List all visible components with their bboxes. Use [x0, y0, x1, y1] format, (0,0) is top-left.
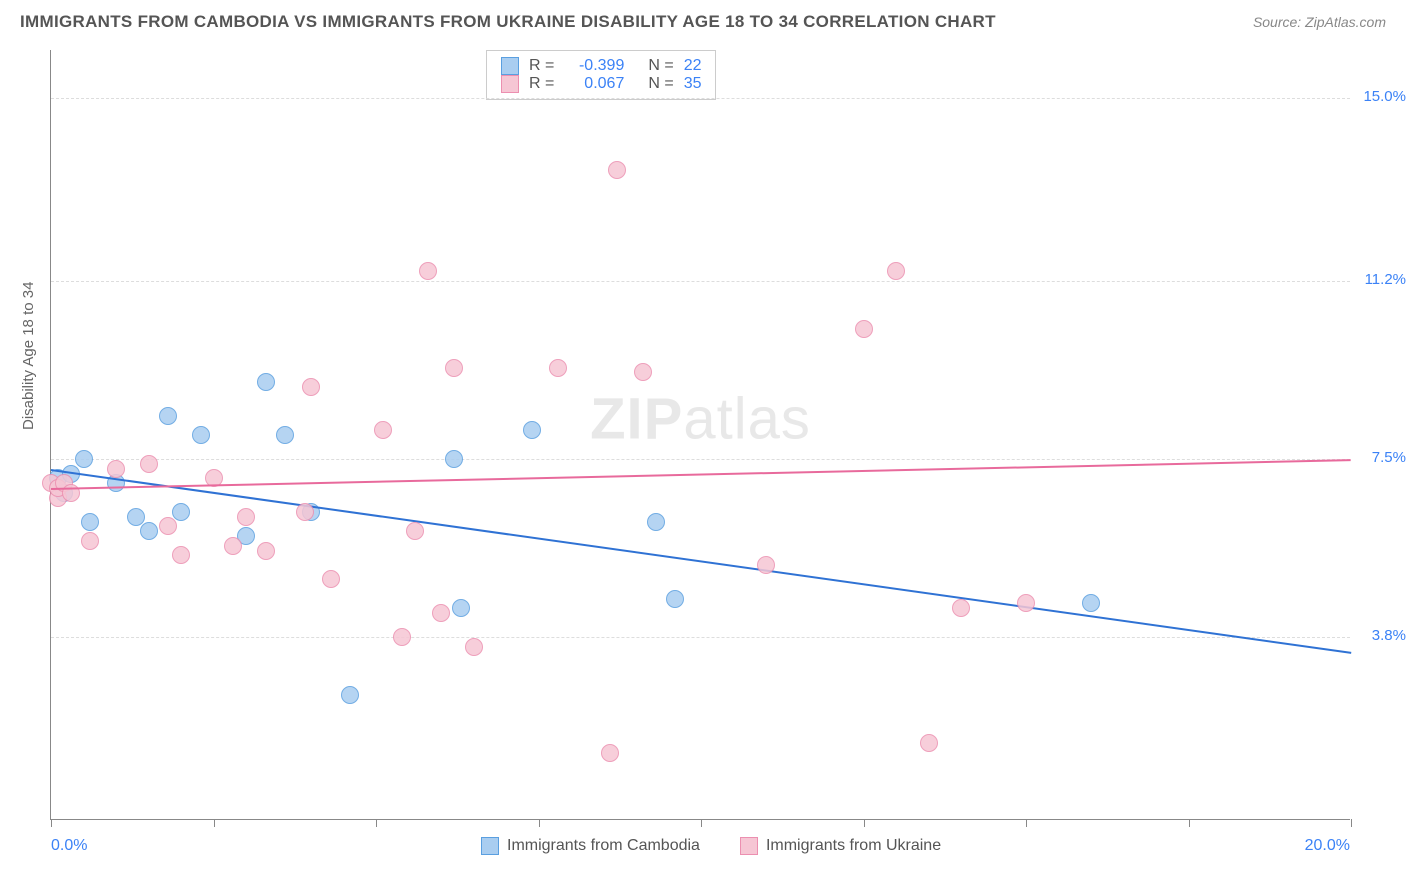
correlation-legend: R = -0.399 N = 22 R = 0.067 N = 35 [486, 50, 716, 100]
x-tick [214, 819, 215, 827]
data-point [75, 450, 93, 468]
gridline [51, 637, 1350, 638]
x-tick [701, 819, 702, 827]
data-point [322, 570, 340, 588]
data-point [302, 378, 320, 396]
data-point [523, 421, 541, 439]
data-point [432, 604, 450, 622]
y-axis-label: Disability Age 18 to 34 [20, 282, 37, 430]
data-point [666, 590, 684, 608]
data-point [192, 426, 210, 444]
data-point [1082, 594, 1100, 612]
data-point [952, 599, 970, 617]
legend-stat-row: R = 0.067 N = 35 [501, 75, 701, 93]
y-tick-label: 3.8% [1372, 627, 1406, 644]
r-label: R = [529, 75, 554, 93]
data-point [224, 537, 242, 555]
data-point [341, 686, 359, 704]
data-point [159, 407, 177, 425]
data-point [647, 513, 665, 531]
y-tick-label: 15.0% [1363, 88, 1406, 105]
trend-line [51, 469, 1351, 654]
x-tick [1189, 819, 1190, 827]
data-point [419, 262, 437, 280]
data-point [445, 359, 463, 377]
x-corner-label: 20.0% [1305, 837, 1350, 855]
data-point [887, 262, 905, 280]
data-point [127, 508, 145, 526]
legend-label: Immigrants from Ukraine [766, 837, 941, 855]
watermark: ZIPatlas [590, 386, 811, 453]
gridline [51, 98, 1350, 99]
x-tick [51, 819, 52, 827]
data-point [140, 455, 158, 473]
data-point [445, 450, 463, 468]
n-label: N = [648, 75, 673, 93]
data-point [237, 508, 255, 526]
x-corner-label: 0.0% [51, 837, 87, 855]
legend-swatch [501, 57, 519, 75]
legend-swatch [740, 837, 758, 855]
data-point [601, 744, 619, 762]
data-point [81, 532, 99, 550]
series-legend: Immigrants from Cambodia Immigrants from … [481, 837, 941, 855]
data-point [1017, 594, 1035, 612]
data-point [452, 599, 470, 617]
data-point [920, 734, 938, 752]
legend-item: Immigrants from Cambodia [481, 837, 700, 855]
legend-label: Immigrants from Cambodia [507, 837, 700, 855]
n-value: 22 [684, 57, 702, 75]
x-tick [376, 819, 377, 827]
legend-swatch [501, 75, 519, 93]
x-tick [1351, 819, 1352, 827]
data-point [374, 421, 392, 439]
x-tick [864, 819, 865, 827]
n-value: 35 [684, 75, 702, 93]
data-point [172, 503, 190, 521]
r-label: R = [529, 57, 554, 75]
r-value: 0.067 [564, 75, 624, 93]
scatter-chart: ZIPatlas R = -0.399 N = 22 R = 0.067 N = 35… [50, 50, 1350, 820]
data-point [634, 363, 652, 381]
x-tick [1026, 819, 1027, 827]
data-point [296, 503, 314, 521]
source-label: Source: ZipAtlas.com [1253, 14, 1386, 30]
data-point [465, 638, 483, 656]
legend-swatch [481, 837, 499, 855]
y-tick-label: 7.5% [1372, 449, 1406, 466]
data-point [276, 426, 294, 444]
trend-line [51, 459, 1351, 490]
x-tick [539, 819, 540, 827]
data-point [81, 513, 99, 531]
y-tick-label: 11.2% [1365, 271, 1406, 288]
data-point [406, 522, 424, 540]
data-point [107, 460, 125, 478]
data-point [757, 556, 775, 574]
data-point [172, 546, 190, 564]
legend-item: Immigrants from Ukraine [740, 837, 941, 855]
data-point [257, 542, 275, 560]
data-point [549, 359, 567, 377]
data-point [257, 373, 275, 391]
legend-stat-row: R = -0.399 N = 22 [501, 57, 701, 75]
data-point [393, 628, 411, 646]
data-point [140, 522, 158, 540]
data-point [855, 320, 873, 338]
gridline [51, 281, 1350, 282]
data-point [608, 161, 626, 179]
chart-title: IMMIGRANTS FROM CAMBODIA VS IMMIGRANTS F… [20, 12, 996, 32]
data-point [159, 517, 177, 535]
gridline [51, 459, 1350, 460]
n-label: N = [648, 57, 673, 75]
r-value: -0.399 [564, 57, 624, 75]
